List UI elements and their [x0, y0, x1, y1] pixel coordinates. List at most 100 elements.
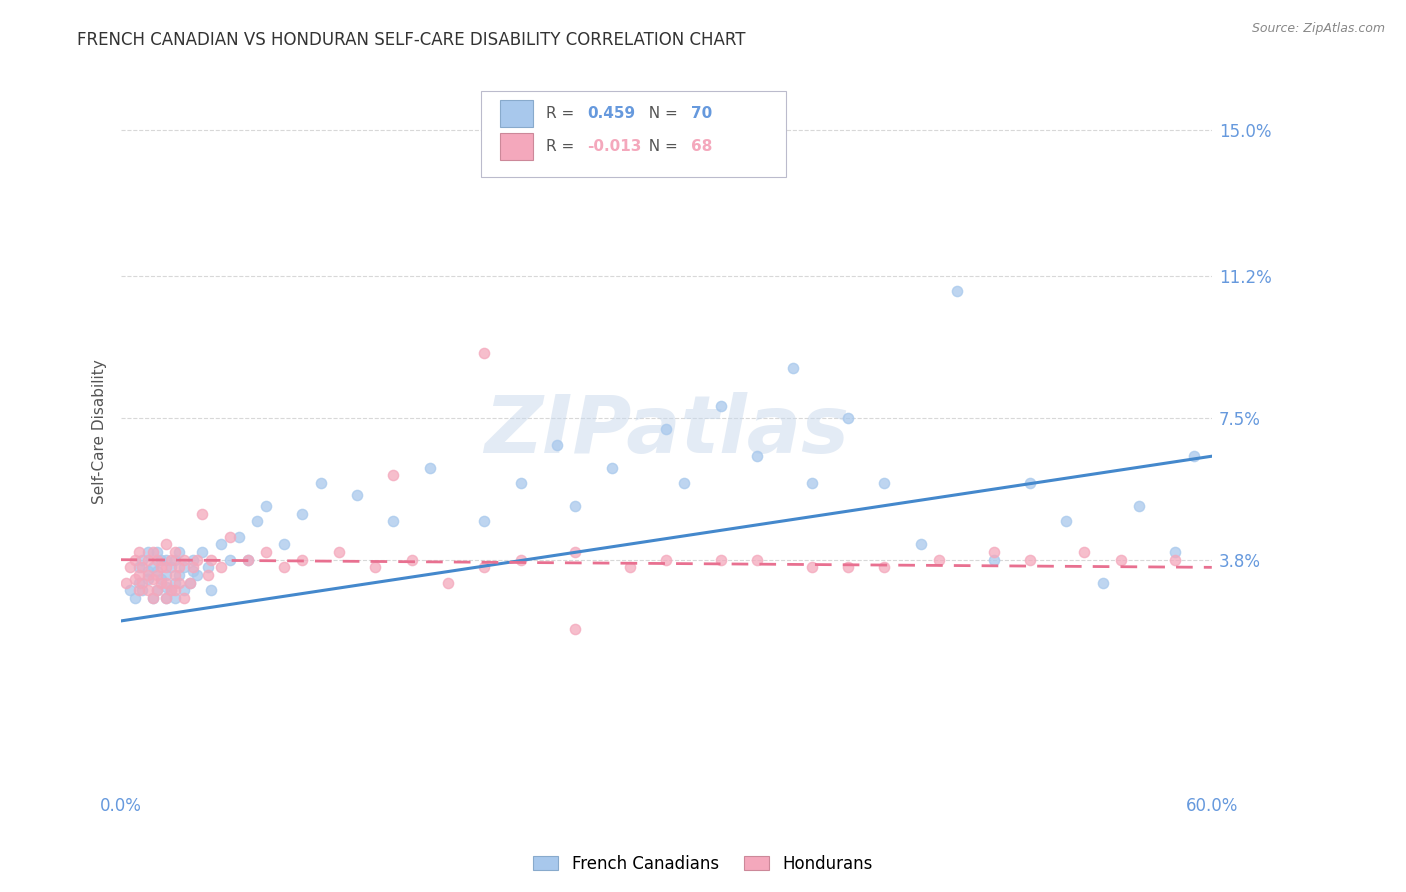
Point — [142, 545, 165, 559]
Point — [124, 591, 146, 605]
Point — [209, 560, 232, 574]
Point — [160, 583, 183, 598]
Point — [236, 552, 259, 566]
Point — [173, 552, 195, 566]
Point — [173, 591, 195, 605]
Point — [382, 468, 405, 483]
Point — [118, 560, 141, 574]
Point — [509, 476, 531, 491]
Point — [160, 583, 183, 598]
Point — [546, 438, 568, 452]
Point — [1019, 552, 1042, 566]
Point — [246, 514, 269, 528]
Point — [472, 345, 495, 359]
Point — [1073, 545, 1095, 559]
Point — [181, 560, 204, 574]
Point — [165, 568, 187, 582]
Text: -0.013: -0.013 — [588, 139, 643, 154]
Point — [928, 552, 950, 566]
Point — [165, 545, 187, 559]
Point — [146, 545, 169, 559]
Point — [165, 591, 187, 605]
Point — [200, 552, 222, 566]
Point — [364, 560, 387, 574]
Point — [165, 552, 187, 566]
Point — [218, 552, 240, 566]
Point — [115, 575, 138, 590]
Point — [745, 552, 768, 566]
Point — [218, 530, 240, 544]
Point — [181, 564, 204, 578]
Point — [155, 591, 177, 605]
Point — [228, 530, 250, 544]
Point — [197, 568, 219, 582]
Point — [745, 449, 768, 463]
Point — [564, 545, 586, 559]
Point — [437, 575, 460, 590]
Point — [165, 575, 187, 590]
Point — [983, 545, 1005, 559]
Point — [910, 537, 932, 551]
Point — [131, 552, 153, 566]
Point — [136, 552, 159, 566]
Point — [509, 552, 531, 566]
Point — [1019, 476, 1042, 491]
Point — [655, 422, 678, 436]
Point — [673, 476, 696, 491]
Y-axis label: Self-Care Disability: Self-Care Disability — [93, 359, 107, 504]
Point — [165, 583, 187, 598]
Legend: French Canadians, Hondurans: French Canadians, Hondurans — [527, 848, 879, 880]
Text: ZIPatlas: ZIPatlas — [484, 392, 849, 470]
Text: Source: ZipAtlas.com: Source: ZipAtlas.com — [1251, 22, 1385, 36]
Point — [149, 560, 172, 574]
Point — [146, 564, 169, 578]
Point — [131, 560, 153, 574]
Point — [800, 560, 823, 574]
Text: FRENCH CANADIAN VS HONDURAN SELF-CARE DISABILITY CORRELATION CHART: FRENCH CANADIAN VS HONDURAN SELF-CARE DI… — [77, 31, 745, 49]
Bar — [501, 133, 533, 161]
Point — [1091, 575, 1114, 590]
Point — [946, 285, 969, 299]
Point — [146, 552, 169, 566]
Point — [167, 560, 190, 574]
Point — [983, 552, 1005, 566]
Point — [146, 568, 169, 582]
Point — [160, 552, 183, 566]
Point — [160, 560, 183, 574]
Point — [472, 560, 495, 574]
Point — [328, 545, 350, 559]
Point — [1109, 552, 1132, 566]
Text: 70: 70 — [692, 106, 713, 121]
Point — [142, 572, 165, 586]
Point — [173, 583, 195, 598]
Point — [273, 560, 295, 574]
Point — [155, 537, 177, 551]
Point — [291, 507, 314, 521]
Point — [254, 499, 277, 513]
Point — [155, 580, 177, 594]
Point — [564, 499, 586, 513]
Point — [837, 560, 859, 574]
Point — [782, 361, 804, 376]
Point — [118, 583, 141, 598]
Point — [155, 591, 177, 605]
Point — [619, 560, 641, 574]
Point — [155, 552, 177, 566]
Point — [179, 575, 201, 590]
Point — [382, 514, 405, 528]
Bar — [501, 100, 533, 128]
Point — [142, 591, 165, 605]
Point — [136, 568, 159, 582]
Point — [142, 560, 165, 574]
Point — [1164, 552, 1187, 566]
Text: 0.459: 0.459 — [588, 106, 636, 121]
Point — [273, 537, 295, 551]
Point — [149, 572, 172, 586]
Point — [155, 575, 177, 590]
Point — [236, 552, 259, 566]
Text: 68: 68 — [692, 139, 713, 154]
Point — [1182, 449, 1205, 463]
Point — [472, 514, 495, 528]
Point — [136, 564, 159, 578]
Text: R =: R = — [546, 139, 579, 154]
